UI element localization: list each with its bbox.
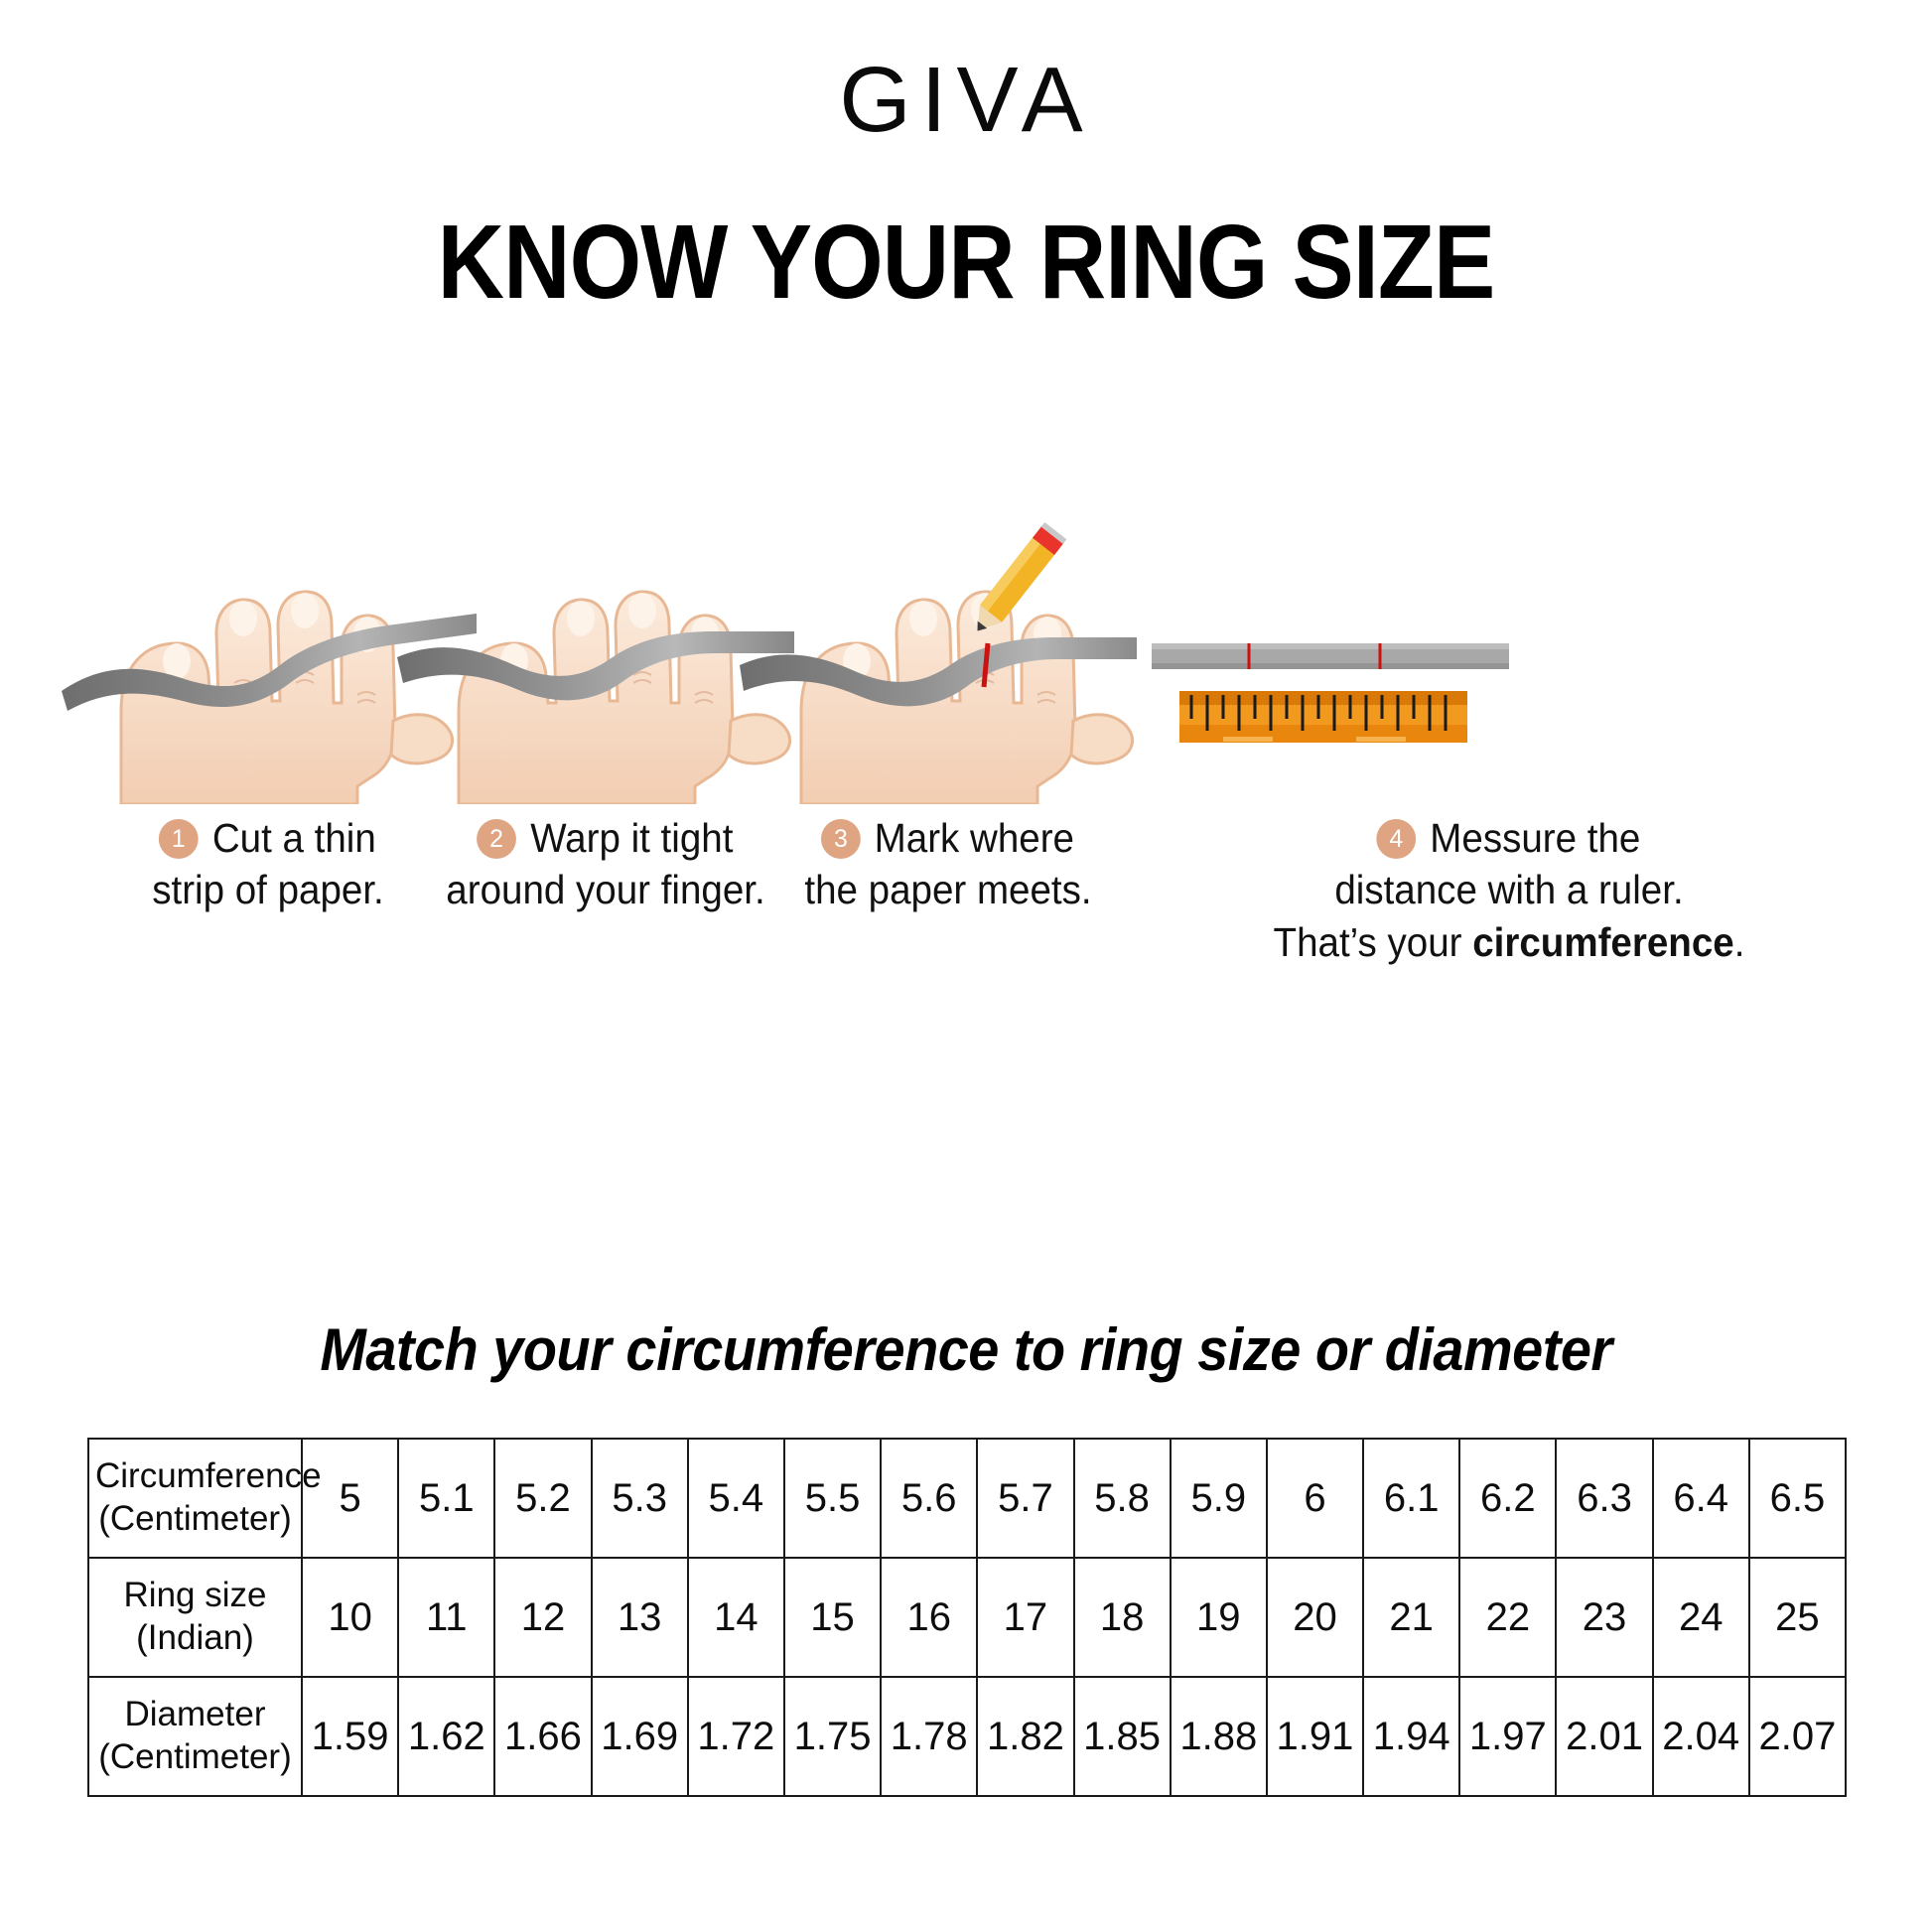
cell-diameter-7: 1.82 (976, 1676, 1075, 1797)
table-title: Match your circumference to ring size or… (320, 1316, 1612, 1383)
step-3: 3 Mark where the paper meets. (740, 516, 1157, 1132)
cell-diameter-6: 1.78 (880, 1676, 979, 1797)
hand-with-pencil-mark-icon (740, 516, 1157, 804)
step-2-line2: around your finger. (446, 867, 765, 913)
cell-circumference-14: 6.4 (1651, 1438, 1750, 1559)
step-4-line3-bold: circumference (1472, 918, 1734, 965)
cell-diameter-11: 1.94 (1362, 1676, 1461, 1797)
cell-diameter-13: 2.01 (1555, 1676, 1654, 1797)
cell-ring-size-6: 16 (880, 1557, 979, 1678)
cell-circumference-12: 6.2 (1458, 1438, 1558, 1559)
ring-size-table: Circumference (Centimeter) 5 5.1 5.2 5.3… (87, 1438, 1848, 1797)
cell-diameter-0: 1.59 (300, 1676, 400, 1797)
hand-with-paper-strip-icon (60, 516, 477, 804)
cell-diameter-9: 1.88 (1169, 1676, 1268, 1797)
cell-ring-size-10: 20 (1265, 1557, 1365, 1678)
step-4-line1: Messure the (1430, 815, 1641, 861)
row-header-line1: Diameter (124, 1695, 266, 1734)
step-3-badge: 3 (820, 819, 861, 859)
cell-ring-size-11: 21 (1362, 1557, 1461, 1678)
cell-diameter-12: 1.97 (1458, 1676, 1558, 1797)
cell-circumference-0: 5 (300, 1438, 400, 1559)
cell-ring-size-13: 23 (1555, 1557, 1654, 1678)
cell-ring-size-0: 10 (300, 1557, 400, 1678)
step-4: 4 Messure the distance with a ruler. That… (1112, 516, 1906, 1132)
cell-circumference-4: 5.4 (686, 1438, 785, 1559)
step-4-line2: distance with a ruler. (1334, 867, 1684, 913)
cell-ring-size-15: 25 (1747, 1557, 1848, 1678)
cell-ring-size-5: 15 (782, 1557, 883, 1678)
step-2-caption: 2 Warp it tight around your finger. (410, 812, 802, 916)
cell-circumference-9: 5.9 (1169, 1438, 1268, 1559)
step-1: 1 Cut a thin strip of paper. (60, 516, 477, 1132)
row-header-line2: (Centimeter) (98, 1499, 292, 1538)
table-row-ring-size: Ring size (Indian) 10 11 12 13 14 15 16 … (87, 1557, 1848, 1678)
step-1-line2: strip of paper. (152, 867, 384, 913)
step-4-badge: 4 (1376, 819, 1417, 859)
row-header-line1: Ring size (123, 1576, 267, 1615)
cell-circumference-8: 5.8 (1072, 1438, 1172, 1559)
cell-ring-size-4: 14 (686, 1557, 785, 1678)
cell-ring-size-12: 22 (1458, 1557, 1558, 1678)
step-2-line1: Warp it tight (530, 815, 734, 861)
cell-circumference-15: 6.5 (1747, 1438, 1848, 1559)
row-header-line2: (Centimeter) (98, 1737, 292, 1776)
step-3-line1: Mark where (874, 815, 1074, 861)
cell-diameter-3: 1.69 (590, 1676, 689, 1797)
cell-circumference-3: 5.3 (590, 1438, 689, 1559)
row-header-line1: Circumference (95, 1456, 322, 1496)
step-2-badge: 2 (477, 819, 517, 859)
step-4-caption: 4 Messure the distance with a ruler. That… (1136, 812, 1882, 968)
cell-circumference-7: 5.7 (976, 1438, 1075, 1559)
cell-diameter-10: 1.91 (1265, 1676, 1365, 1797)
step-2: 2 Warp it tight around your finger. (397, 516, 814, 1132)
step-4-line3-suffix: . (1733, 918, 1745, 965)
cell-circumference-11: 6.1 (1362, 1438, 1461, 1559)
page-title: KNOW YOUR RING SIZE (437, 204, 1496, 321)
cell-diameter-2: 1.66 (493, 1676, 593, 1797)
step-4-line3-prefix: That’s your (1273, 918, 1473, 965)
cell-circumference-1: 5.1 (397, 1438, 496, 1559)
step-3-caption: 3 Mark where the paper meets. (753, 812, 1145, 916)
row-header-circumference: Circumference (Centimeter) (87, 1438, 322, 1559)
cell-ring-size-14: 24 (1651, 1557, 1750, 1678)
cell-diameter-5: 1.75 (782, 1676, 883, 1797)
row-header-line2: (Indian) (136, 1618, 254, 1657)
step-1-line1: Cut a thin (211, 815, 376, 861)
step-3-line2: the paper meets. (804, 867, 1092, 913)
cell-diameter-15: 2.07 (1747, 1676, 1848, 1797)
hand-wrapping-strip-icon (397, 516, 814, 804)
cell-diameter-14: 2.04 (1651, 1676, 1750, 1797)
table-row-circumference: Circumference (Centimeter) 5 5.1 5.2 5.3… (87, 1438, 1848, 1559)
cell-ring-size-7: 17 (976, 1557, 1075, 1678)
row-header-ring-size: Ring size (Indian) (87, 1557, 303, 1678)
steps-section: 1 Cut a thin strip of paper. (0, 516, 1932, 1132)
cell-circumference-13: 6.3 (1555, 1438, 1654, 1559)
cell-circumference-10: 6 (1265, 1438, 1365, 1559)
cell-diameter-1: 1.62 (397, 1676, 496, 1797)
cell-ring-size-3: 13 (590, 1557, 689, 1678)
step-1-badge: 1 (159, 819, 199, 859)
cell-ring-size-1: 11 (397, 1557, 496, 1678)
cell-circumference-5: 5.5 (782, 1438, 883, 1559)
cell-diameter-8: 1.85 (1072, 1676, 1172, 1797)
brand-logo: GIVA (839, 48, 1093, 151)
cell-ring-size-9: 19 (1169, 1557, 1268, 1678)
cell-ring-size-2: 12 (493, 1557, 593, 1678)
cell-diameter-4: 1.72 (686, 1676, 785, 1797)
cell-circumference-6: 5.6 (880, 1438, 979, 1559)
row-header-diameter: Diameter (Centimeter) (87, 1676, 303, 1797)
cell-circumference-2: 5.2 (493, 1438, 593, 1559)
cell-ring-size-8: 18 (1072, 1557, 1172, 1678)
ruler-measuring-strip-icon (1112, 516, 1906, 804)
table-row-diameter: Diameter (Centimeter) 1.59 1.62 1.66 1.6… (87, 1676, 1848, 1797)
step-1-caption: 1 Cut a thin strip of paper. (72, 812, 465, 916)
